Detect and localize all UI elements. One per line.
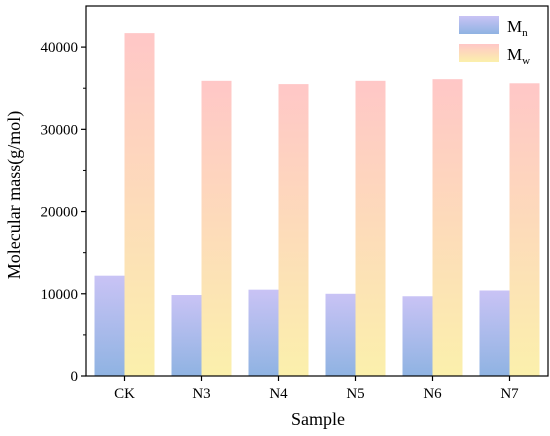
bar-mw-n4 [278, 84, 309, 376]
bar-mn-ck [94, 275, 125, 376]
x-tick-label-ck: CK [114, 386, 135, 402]
plot-frame [85, 5, 549, 377]
x-tick-label-n3: N3 [192, 386, 210, 402]
x-axis-title: Sample [291, 409, 345, 429]
legend-label-mw: Mw [507, 45, 530, 67]
bar-mw-n3 [201, 80, 232, 377]
bars-layer [94, 33, 540, 377]
y-tick-label: 0 [71, 369, 79, 385]
bar-mn-n5 [325, 293, 356, 376]
bar-mn-n6 [402, 296, 433, 376]
x-tick-label-n4: N4 [269, 386, 288, 402]
bar-mn-n4 [248, 289, 279, 376]
legend-swatch-mw [459, 44, 499, 62]
x-tick-label-n5: N5 [346, 386, 364, 402]
bar-mw-ck [124, 33, 155, 377]
bar-mn-n7 [479, 290, 510, 376]
y-axis-title: Molecular mass(g/mol) [4, 111, 25, 279]
y-tick-label: 20000 [41, 205, 79, 221]
y-tick-label: 30000 [41, 122, 79, 138]
y-tick-label: 10000 [41, 287, 79, 303]
y-tick-label: 40000 [41, 40, 79, 56]
legend-label-mn: Mn [507, 17, 528, 39]
ticks-layer: 0 10000 20000 30000 40000 CK N3 N4 N5 N6 N7 [41, 40, 520, 402]
bar-mw-n6 [432, 79, 463, 376]
axes-layer [85, 5, 549, 377]
bar-mw-n7 [509, 83, 540, 377]
bar-mw-n5 [355, 80, 386, 377]
legend: Mn Mw [459, 16, 530, 67]
bar-mn-n3 [171, 295, 202, 376]
legend-swatch-mn [459, 16, 499, 34]
x-tick-label-n7: N7 [500, 386, 519, 402]
x-tick-label-n6: N6 [423, 386, 442, 402]
